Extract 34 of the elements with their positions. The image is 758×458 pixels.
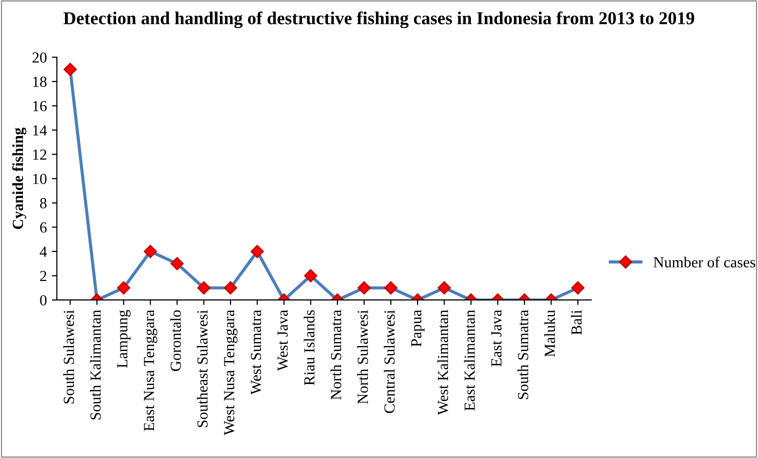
x-tick-label: Gorontalo — [170, 310, 181, 372]
x-tick-label: Riau Islands — [304, 310, 315, 386]
y-tick-label: 2 — [40, 270, 46, 282]
x-tick-label: East Kalimantan — [464, 310, 475, 411]
x-tick-label: North Sulawesi — [357, 310, 368, 404]
y-tick-label: 14 — [33, 125, 47, 136]
legend-label: Number of cases — [654, 256, 756, 268]
y-tick-label: 18 — [33, 76, 47, 87]
chart-title: Detection and handling of destructive fishing cases in Indonesia from 2013 to 2019 — [63, 11, 694, 28]
x-tick-label: East Java — [491, 310, 502, 367]
y-tick-label: 0 — [40, 295, 47, 306]
x-tick-label: West Nusa Tenggara — [224, 310, 238, 436]
x-tick-label: South Kalimantan — [90, 310, 101, 420]
x-tick-label: Lampung — [117, 310, 131, 368]
y-tick-label: 20 — [32, 52, 47, 63]
x-tick-label: Papua — [411, 310, 424, 347]
y-tick-label: 12 — [33, 150, 46, 160]
y-axis-title: Cyanide fishing — [12, 128, 26, 230]
x-tick-label: Central Sulawesi — [384, 310, 395, 414]
x-tick-label: Southeast Sulawesi — [196, 310, 208, 428]
x-tick-label: West Sumatra — [250, 310, 262, 395]
x-tick-label: West Java — [278, 310, 288, 371]
y-tick-label: 16 — [33, 100, 47, 112]
x-tick-label: South Sulawesi — [63, 310, 74, 404]
x-tick-label: East Nusa Tenggara — [144, 310, 158, 431]
y-tick-label: 6 — [40, 222, 47, 233]
x-tick-label: South Sumatra — [518, 310, 528, 400]
x-tick-label: West Kalimantan — [437, 310, 448, 415]
x-tick-label: Maluku — [544, 310, 555, 357]
y-tick-label: 8 — [40, 198, 47, 208]
y-tick-label: 10 — [33, 174, 47, 184]
y-tick-label: 4 — [40, 246, 47, 257]
x-tick-label: Bali — [570, 310, 582, 335]
x-tick-label: North Sumatra — [330, 310, 342, 400]
